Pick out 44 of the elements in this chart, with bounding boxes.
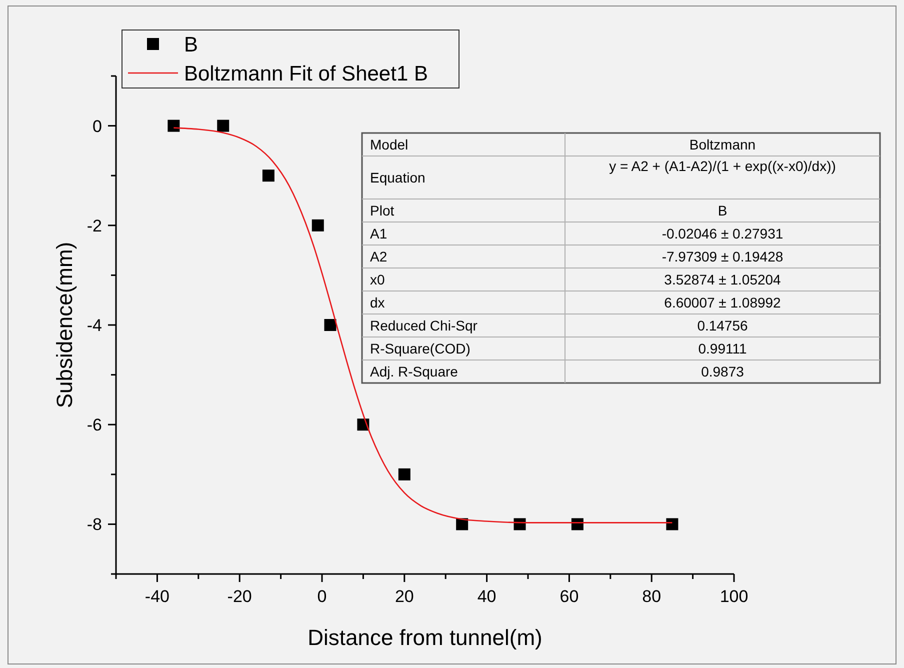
annotation: y = A2 + (A1-A2)/(1 + exp((x-x0)/dx)) [609, 158, 836, 174]
point [168, 120, 180, 132]
y-tick-label: 0 [92, 116, 102, 136]
y-tick-label: -8 [86, 515, 102, 534]
point [217, 120, 230, 132]
annotation: 0.14756 [697, 317, 748, 334]
x-tick-label: -20 [227, 587, 252, 606]
annotation: Plot [370, 202, 394, 218]
annotation: -0.02046 ± 0.27931 [662, 225, 784, 242]
x-tick-label: 20 [394, 587, 414, 606]
annotation: Equation [370, 169, 426, 186]
annotation: dx [370, 294, 385, 310]
annotation: 0.9873 [701, 363, 744, 380]
annotation: B [718, 202, 728, 218]
point [262, 170, 274, 182]
point [324, 319, 336, 331]
legend-label: B [184, 33, 198, 56]
x-tick-label: 80 [642, 587, 662, 606]
point [666, 518, 678, 530]
x-tick-label: 40 [477, 587, 496, 606]
annotation: A1 [370, 225, 388, 242]
point [312, 219, 324, 232]
annotation: 0.99111 [698, 340, 747, 356]
annotation: 3.52874 ± 1.05204 [664, 271, 782, 288]
legend-label: Boltzmann Fit of Sheet1 B [184, 62, 428, 86]
annotation: Boltzmann [689, 136, 756, 152]
y-tick-label: -4 [86, 316, 102, 335]
x-tick-label: 60 [560, 587, 579, 606]
x-axis-title: Distance from tunnel(m) [308, 625, 542, 650]
annotation: A2 [370, 248, 388, 264]
y-tick-label: -6 [86, 416, 102, 435]
x-tick-label: -40 [144, 587, 170, 606]
y-tick-label: -2 [86, 216, 102, 236]
point [398, 468, 410, 480]
x-tick-label: 0 [317, 587, 327, 606]
annotation: x0 [370, 271, 385, 288]
x-tick-label: 100 [720, 587, 748, 606]
annotation: Reduced Chi-Sqr [370, 317, 478, 334]
annotation: -7.97309 ± 0.19428 [662, 248, 784, 264]
annotation: Adj. R-Square [370, 363, 458, 380]
annotation: Model [370, 136, 408, 152]
annotation: R-Square(COD) [370, 340, 470, 356]
y-axis-title: Subsidence(mm) [52, 242, 77, 408]
annotation: 6.60007 ± 1.08992 [664, 294, 782, 310]
